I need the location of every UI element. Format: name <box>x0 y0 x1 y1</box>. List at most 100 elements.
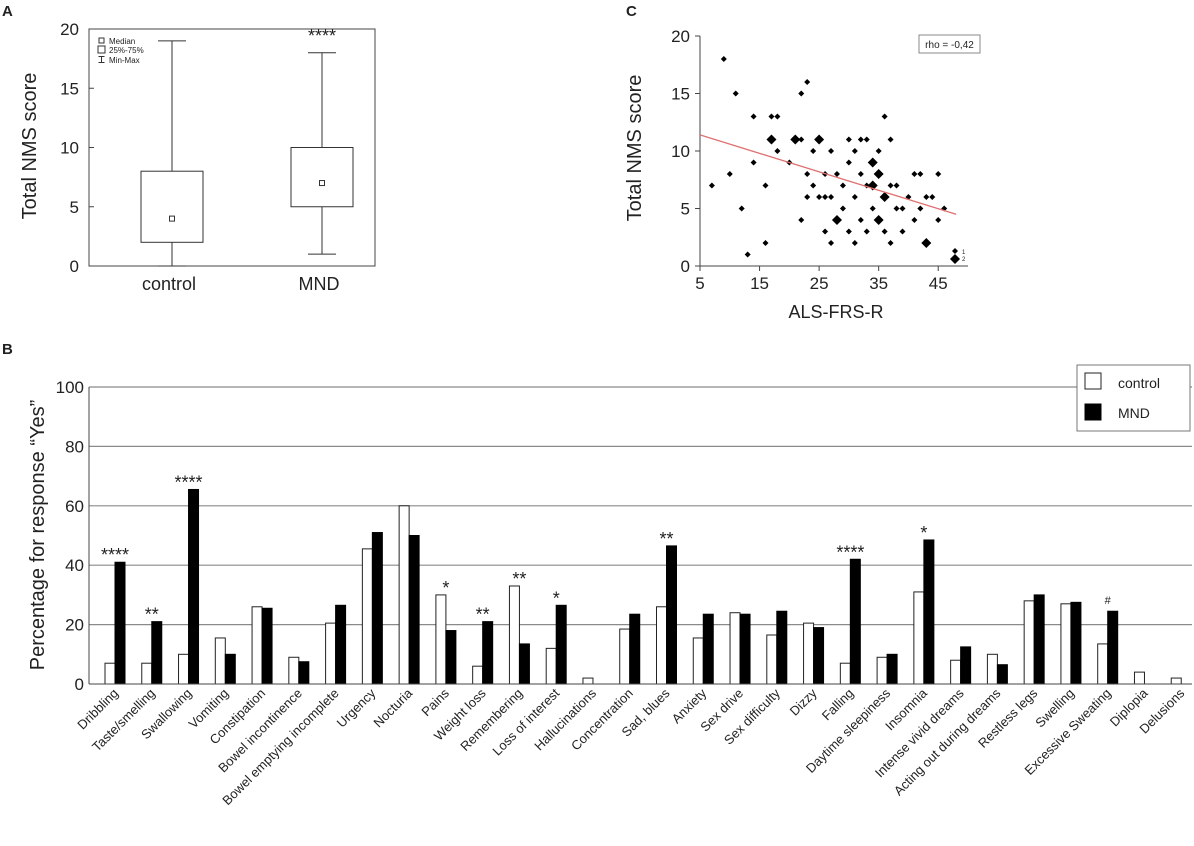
y-tick-label: 0 <box>70 257 79 276</box>
bar-chart-y-label: Percentage for response “Yes” <box>27 400 49 671</box>
scatter-point <box>899 205 906 212</box>
scatter-point <box>816 194 823 200</box>
legend-box-label: 25%-75% <box>109 46 144 55</box>
legend-whisker-label: Min-Max <box>109 56 140 65</box>
scatter-point <box>845 159 852 166</box>
significance-label: ** <box>476 605 490 625</box>
panel-label-a: A <box>2 3 13 20</box>
bar-control <box>214 637 226 685</box>
bar-control <box>508 585 520 685</box>
significance-label: **** <box>101 545 129 565</box>
y-tick-label: 40 <box>65 556 84 575</box>
bar-control <box>398 505 410 685</box>
y-tick-label: 5 <box>70 198 79 217</box>
bar-chart-gridlines <box>89 386 1192 626</box>
scatter-point <box>887 240 894 246</box>
trend-line <box>699 134 957 215</box>
scatter-point <box>732 90 739 97</box>
bar-control <box>178 653 190 685</box>
bar-mnd <box>702 613 714 685</box>
bar-control <box>619 628 631 685</box>
bar-control <box>545 647 557 685</box>
bar-legend-mnd-swatch <box>1084 403 1102 421</box>
bar-chart-legend: control MND <box>1076 364 1191 432</box>
scatter-point <box>798 136 805 143</box>
scatter-point <box>762 240 769 246</box>
scatter-point <box>921 238 932 248</box>
scatter-point <box>851 148 858 154</box>
median-marker <box>319 180 325 187</box>
significance-label: **** <box>308 26 336 46</box>
bar-mnd <box>224 653 236 685</box>
significance-label: * <box>553 588 560 608</box>
scatter-point <box>814 134 825 145</box>
scatter-point <box>869 205 876 212</box>
bar-mnd <box>776 610 788 685</box>
significance-label: * <box>442 578 449 598</box>
scatter-point <box>750 159 757 166</box>
box-plot-y-label: Total NMS score <box>19 73 41 220</box>
significance-label: ** <box>659 529 673 549</box>
scatter-point <box>720 56 727 62</box>
bar-chart-y-axis: 0 20 40 60 80 100 <box>56 378 84 694</box>
y-tick-label: 20 <box>65 616 84 635</box>
bar-legend-control-label: control <box>1118 375 1160 391</box>
bar-mnd <box>849 558 861 685</box>
scatter-point <box>857 136 864 143</box>
y-tick-label: 10 <box>60 139 79 158</box>
bar-mnd <box>335 604 347 685</box>
panel-label-b: B <box>2 341 13 358</box>
scatter-point <box>935 171 942 177</box>
y-tick-label: 20 <box>671 27 690 46</box>
scatter-point <box>887 136 894 143</box>
bar-control <box>472 665 484 685</box>
bar-control <box>1023 600 1035 685</box>
group-label: control <box>142 274 196 294</box>
bar-mnd <box>408 535 420 685</box>
scatter-point <box>899 228 906 235</box>
significance-label: **** <box>836 542 864 562</box>
bar-control <box>325 622 337 685</box>
category-label: Pains <box>418 685 452 719</box>
scatter-point <box>881 113 888 120</box>
y-tick-label: 15 <box>60 79 79 98</box>
scatter-point <box>873 215 884 225</box>
bar-control <box>1133 671 1145 685</box>
bar-control <box>104 662 116 685</box>
scatter-point <box>822 228 829 235</box>
size-legend: 1 2 <box>950 248 966 264</box>
scatter-point <box>923 194 930 200</box>
bar-mnd <box>1070 601 1082 685</box>
scatter-point <box>828 194 835 200</box>
scatter-point <box>839 182 846 189</box>
y-tick-label: 0 <box>681 257 690 276</box>
scatter-point <box>893 205 900 212</box>
scatter-y-label: Total NMS score <box>624 75 646 222</box>
scatter-point <box>762 182 769 189</box>
scatter-point <box>738 205 745 212</box>
bar-control <box>1060 603 1072 685</box>
bar-control <box>361 548 373 685</box>
x-tick-label: 45 <box>929 274 948 293</box>
scatter-point <box>744 251 751 258</box>
bar-control <box>582 677 594 685</box>
scatter-point <box>804 194 811 200</box>
bar-control <box>839 662 851 685</box>
bar-control <box>288 656 300 685</box>
bar-chart-category-labels: DribblingTaste/smellingSwallowingVomitin… <box>74 685 1187 808</box>
bar-control <box>876 656 888 685</box>
panel-label-c: C <box>626 3 637 20</box>
scatter-point <box>911 171 918 177</box>
y-tick-label: 100 <box>56 378 84 397</box>
scatter-point <box>935 217 942 223</box>
bar-mnd <box>188 488 200 685</box>
significance-label: **** <box>175 472 203 492</box>
bar-mnd <box>261 607 273 685</box>
scatter-point <box>822 194 829 200</box>
scatter-point <box>867 157 878 168</box>
bar-mnd <box>1033 594 1045 685</box>
bar-control <box>729 612 741 685</box>
scatter-point <box>798 90 805 97</box>
